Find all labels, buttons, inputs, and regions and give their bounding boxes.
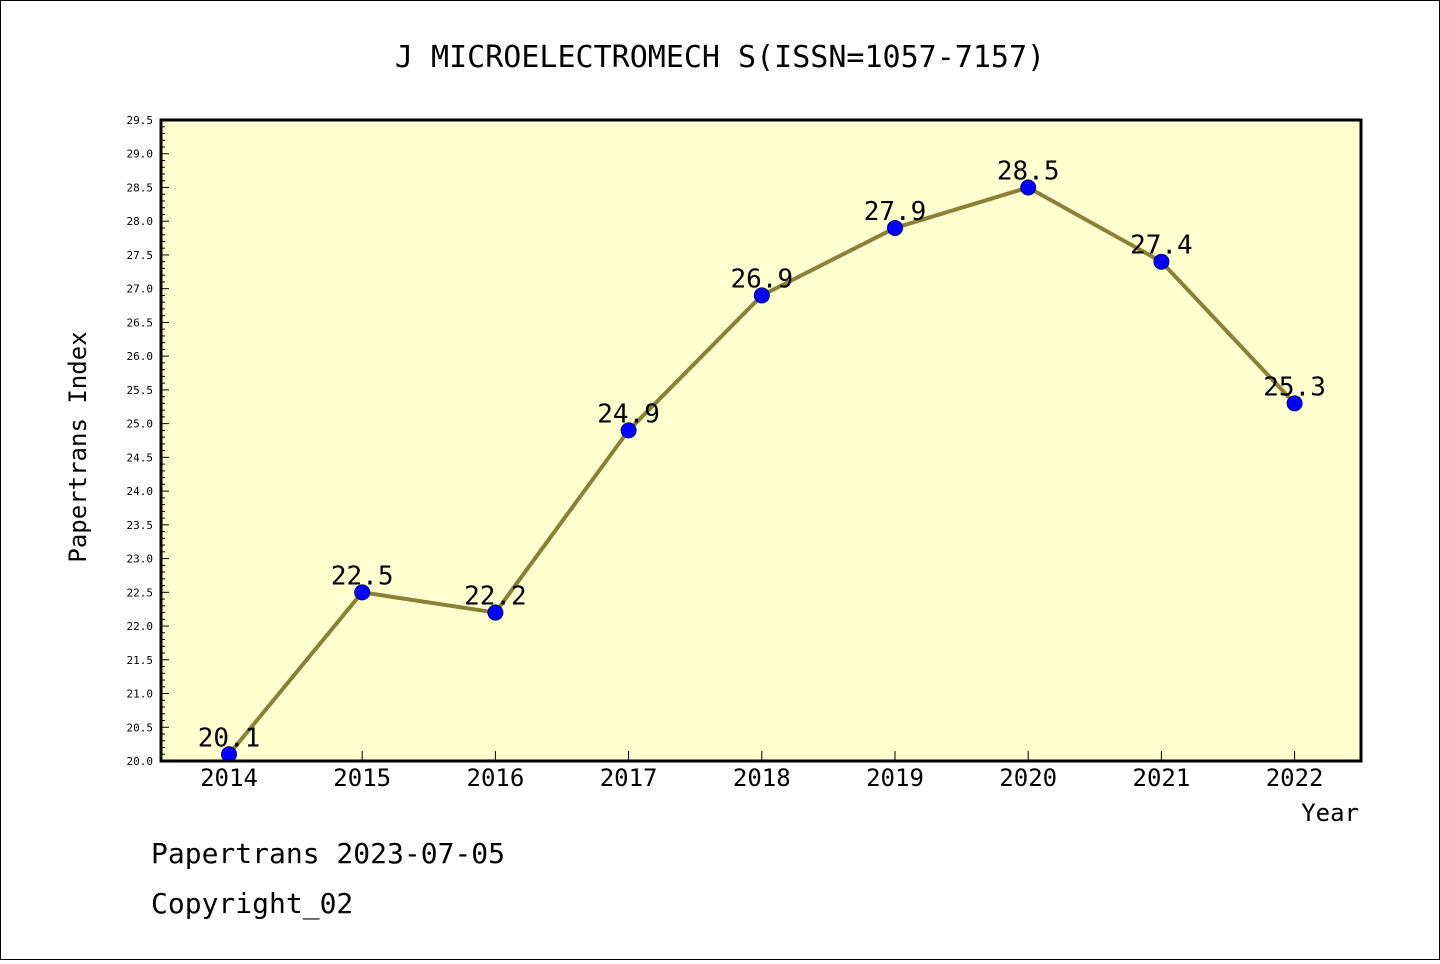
data-label: 26.9: [730, 264, 793, 294]
y-tick-label: 28.5: [127, 181, 154, 194]
data-label: 20.1: [198, 723, 261, 753]
data-label: 22.5: [331, 561, 394, 591]
x-tick-label: 2021: [1133, 764, 1191, 792]
data-point: [1153, 253, 1170, 270]
x-tick-label: 2016: [467, 764, 525, 792]
x-tick-label: 2015: [333, 764, 391, 792]
y-tick-label: 27.0: [127, 283, 154, 296]
data-label: 28.5: [997, 156, 1060, 186]
y-tick-label: 29.0: [127, 148, 154, 161]
y-tick-label: 21.5: [127, 654, 154, 667]
data-point: [1286, 395, 1303, 412]
y-tick-label: 24.5: [127, 451, 154, 464]
y-tick-label: 26.5: [127, 316, 154, 329]
y-tick-label: 20.0: [127, 755, 154, 768]
footer-date: Papertrans 2023-07-05: [151, 837, 506, 870]
chart-title: J MICROELECTROMECH S(ISSN=1057-7157): [395, 40, 1045, 75]
data-labels: 20.1 22.5 22.2 24.9 26.9 27.9 28.5 27.4 25.3: [198, 156, 1326, 753]
data-label: 27.4: [1130, 231, 1193, 261]
x-tick-label: 2018: [733, 764, 791, 792]
x-tick-label: 2020: [999, 764, 1057, 792]
y-tick-label: 20.5: [127, 721, 154, 734]
y-axis-ticks: 20.0 20.5 21.0 21.5 22.0 22.5 23.0 23.5 24.0 24.5…: [127, 114, 169, 768]
y-tick-label: 21.0: [127, 688, 154, 701]
data-point: [620, 422, 637, 439]
x-axis-label: Year: [1301, 799, 1359, 827]
y-tick-label: 25.0: [127, 418, 154, 431]
data-label: 24.9: [597, 399, 660, 429]
x-tick-label: 2019: [866, 764, 924, 792]
y-axis-label: Papertrans Index: [64, 331, 92, 562]
y-tick-label: 24.0: [127, 485, 154, 498]
y-tick-label: 26.0: [127, 350, 154, 363]
y-tick-label: 28.0: [127, 215, 154, 228]
data-point: [753, 287, 770, 304]
x-axis-ticks: 2014 2015 2016 2017 2018 2019 2020 2021 2022: [200, 751, 1323, 792]
plot-area: [161, 120, 1361, 761]
x-tick-label: 2017: [600, 764, 658, 792]
series-markers: [221, 179, 1303, 763]
data-point: [354, 584, 371, 601]
data-label: 22.2: [464, 582, 527, 612]
data-point: [1020, 179, 1037, 196]
footer-copyright: Copyright_02: [151, 887, 354, 920]
y-tick-label: 23.0: [127, 553, 154, 566]
plot-border: [159, 118, 1363, 763]
y-tick-label: 29.5: [127, 114, 154, 127]
data-point: [487, 604, 504, 621]
x-tick-label: 2014: [200, 764, 258, 792]
y-tick-label: 25.5: [127, 384, 154, 397]
y-tick-label: 23.5: [127, 519, 154, 532]
y-tick-label: 22.0: [127, 620, 154, 633]
x-tick-label: 2022: [1266, 764, 1324, 792]
y-tick-label: 27.5: [127, 249, 154, 262]
data-label: 25.3: [1263, 372, 1326, 402]
data-point: [887, 219, 903, 236]
y-tick-label: 22.5: [127, 586, 154, 599]
data-label: 27.9: [864, 197, 927, 227]
